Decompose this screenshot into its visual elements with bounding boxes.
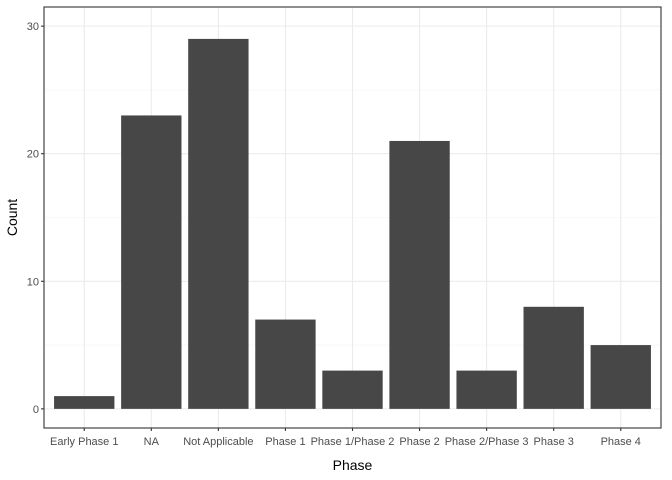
x-tick-label: NA [144,436,160,448]
axis-ticks: 0 10 20 30 Early Phase 1 NA Not Applicable Phas… [27,21,641,448]
x-tick-label: Not Applicable [183,436,253,448]
bar [590,345,651,409]
y-tick-label: 30 [27,21,39,33]
x-tick-label: Phase 1 [265,436,305,448]
bar [188,38,249,409]
bar [121,115,182,409]
x-tick-label: Phase 2 [399,436,439,448]
x-tick-label: Phase 4 [601,436,641,448]
x-axis-title: Phase [333,457,373,473]
bar [523,306,584,409]
x-tick-label: Phase 2/Phase 3 [445,436,529,448]
bar [54,396,115,409]
bar [322,370,383,409]
bar [456,370,517,409]
x-tick-label: Phase 1/Phase 2 [311,436,395,448]
bar [255,319,316,409]
bars [54,38,651,409]
y-axis-title: Count [4,199,20,236]
y-tick-label: 20 [27,149,39,161]
bar [389,140,450,409]
x-tick-label: Early Phase 1 [50,436,118,448]
x-tick-label: Phase 3 [534,436,574,448]
y-tick-label: 0 [33,404,39,416]
y-tick-label: 10 [27,276,39,288]
